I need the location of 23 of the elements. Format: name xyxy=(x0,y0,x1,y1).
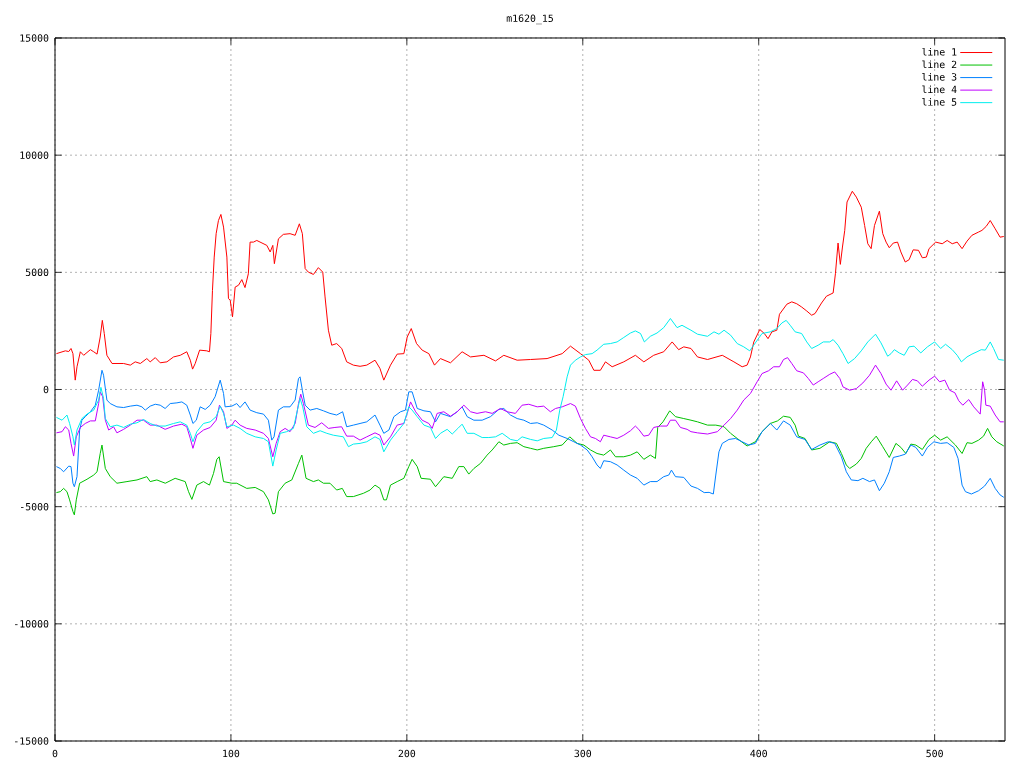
y-tick-label: 15000 xyxy=(20,34,49,42)
line-series xyxy=(55,357,1005,458)
x-tick-label: 100 xyxy=(223,749,240,758)
y-tick-label: 0 xyxy=(43,385,49,394)
x-tick-label: 200 xyxy=(398,749,416,758)
legend-label: line 4 xyxy=(922,85,957,94)
legend-label: line 2 xyxy=(922,60,957,69)
line-series xyxy=(55,369,1005,498)
legend-label: line 5 xyxy=(922,98,957,106)
legend-label: line 1 xyxy=(922,47,957,56)
x-tick-label: 400 xyxy=(750,749,767,758)
y-tick-label: -10000 xyxy=(15,620,49,628)
line-series xyxy=(55,410,1005,516)
legend-label: line 3 xyxy=(922,72,957,81)
y-tick-label: 10000 xyxy=(20,151,49,159)
x-tick-label: 0 xyxy=(52,749,58,758)
chart-title: m1620_15 xyxy=(506,14,553,25)
x-tick-label: 300 xyxy=(574,749,592,758)
y-tick-label: -5000 xyxy=(20,502,49,511)
x-tick-label: 500 xyxy=(926,749,943,758)
line-series xyxy=(55,317,1005,467)
y-tick-label: -15000 xyxy=(15,737,49,745)
y-tick-label: 5000 xyxy=(25,268,49,277)
